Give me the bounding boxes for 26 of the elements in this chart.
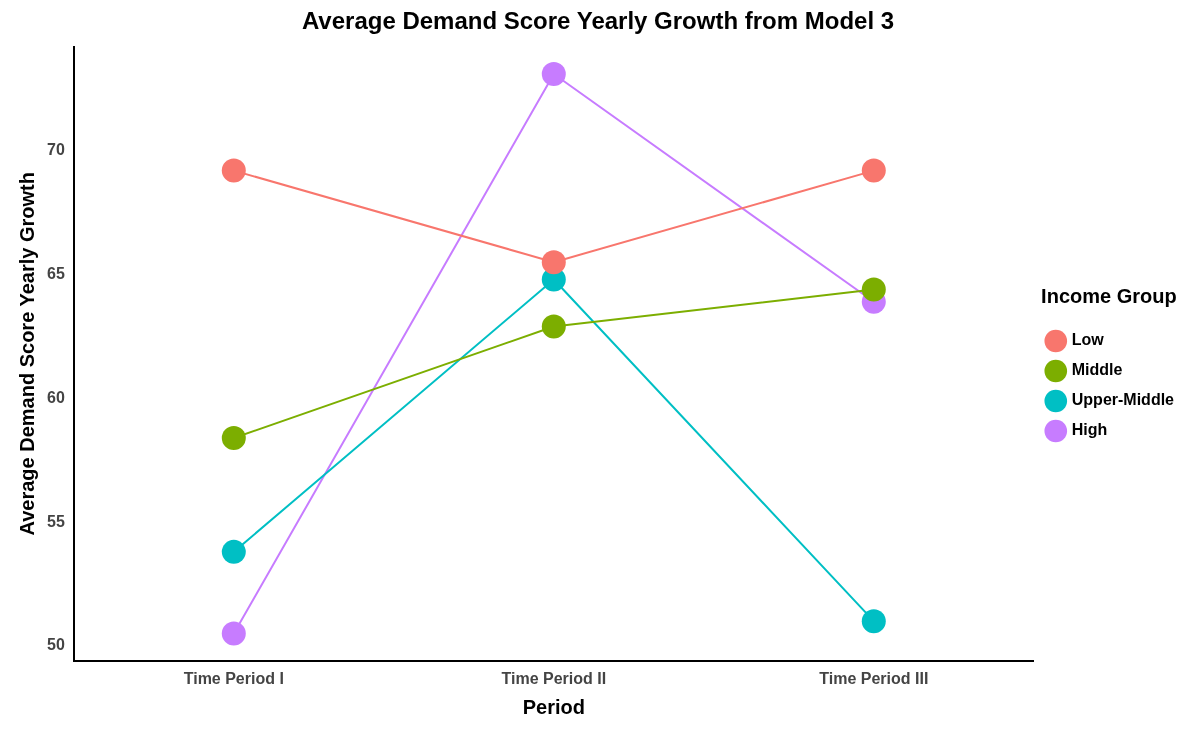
x-tick-label: Time Period II bbox=[501, 669, 607, 687]
y-tick-label: 65 bbox=[47, 264, 65, 282]
point bbox=[221, 158, 246, 183]
point bbox=[221, 621, 246, 646]
y-tick-label: 60 bbox=[47, 388, 65, 406]
legend-label: High bbox=[1071, 421, 1108, 439]
x-tick-label: Time Period III bbox=[819, 669, 929, 687]
x-tick-label: Time Period I bbox=[183, 669, 284, 687]
point bbox=[221, 425, 246, 450]
legend-label: Middle bbox=[1071, 361, 1123, 379]
y-tick-label: 70 bbox=[47, 141, 65, 159]
point bbox=[541, 62, 566, 87]
legend-label: Low bbox=[1071, 331, 1105, 349]
point bbox=[861, 277, 886, 302]
y-tick-label: 55 bbox=[47, 512, 65, 530]
point bbox=[861, 158, 886, 183]
point bbox=[541, 250, 566, 275]
point bbox=[221, 539, 246, 564]
y-axis-title: Average Demand Score Yearly Growth bbox=[15, 172, 38, 536]
x-axis-title: Period bbox=[522, 695, 585, 718]
legend-title: Income Group bbox=[1041, 284, 1177, 307]
point bbox=[541, 314, 566, 339]
y-tick-label: 50 bbox=[47, 636, 65, 654]
point bbox=[861, 609, 886, 634]
legend-label: Upper-Middle bbox=[1071, 391, 1175, 409]
chart-title: Average Demand Score Yearly Growth from Model 3 bbox=[301, 7, 895, 35]
